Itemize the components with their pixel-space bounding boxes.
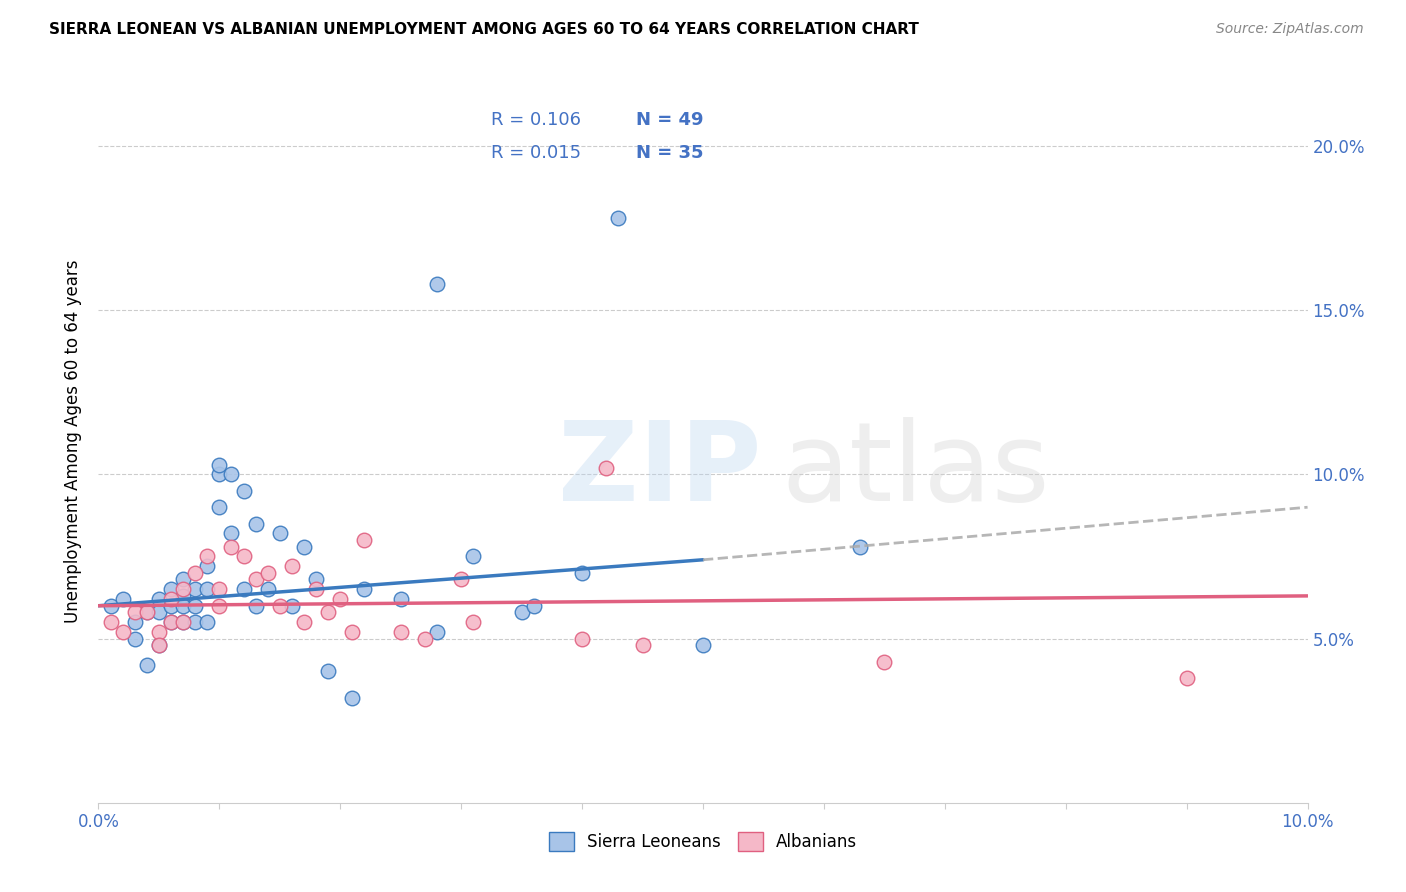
Point <box>849 540 872 554</box>
Text: R = 0.015: R = 0.015 <box>492 144 582 161</box>
Point <box>329 592 352 607</box>
Point <box>124 605 146 619</box>
Point <box>160 599 183 613</box>
Text: SIERRA LEONEAN VS ALBANIAN UNEMPLOYMENT AMONG AGES 60 TO 64 YEARS CORRELATION CH: SIERRA LEONEAN VS ALBANIAN UNEMPLOYMENT … <box>49 22 920 37</box>
Point <box>148 592 170 607</box>
Point <box>316 605 339 619</box>
Point <box>184 599 207 613</box>
Point <box>195 549 218 564</box>
Point <box>571 566 593 580</box>
Point <box>184 615 207 630</box>
Point <box>281 599 304 613</box>
Point <box>160 615 183 630</box>
Point <box>232 582 254 597</box>
Point <box>148 605 170 619</box>
Point <box>256 582 278 597</box>
Point <box>135 605 157 619</box>
Point <box>195 615 218 630</box>
Point <box>353 582 375 597</box>
Point <box>607 211 630 226</box>
Point <box>172 589 194 603</box>
Point <box>269 599 291 613</box>
Text: Source: ZipAtlas.com: Source: ZipAtlas.com <box>1216 22 1364 37</box>
Point <box>353 533 375 547</box>
Point <box>245 573 267 587</box>
Point <box>342 690 364 705</box>
Point <box>463 549 485 564</box>
Point <box>1175 671 1198 685</box>
Point <box>426 277 449 291</box>
Point <box>124 615 146 630</box>
Point <box>160 615 183 630</box>
Point <box>342 625 364 640</box>
Point <box>172 615 194 630</box>
Point <box>571 632 593 646</box>
Point <box>281 559 304 574</box>
Point <box>269 526 291 541</box>
Point <box>160 582 183 597</box>
Point <box>510 605 533 619</box>
Text: N = 49: N = 49 <box>637 111 704 128</box>
Point <box>208 467 231 482</box>
Point <box>426 625 449 640</box>
Point <box>148 638 170 652</box>
Point <box>256 566 278 580</box>
Text: R = 0.106: R = 0.106 <box>492 111 582 128</box>
Text: ZIP: ZIP <box>558 417 761 524</box>
Point <box>111 592 134 607</box>
Point <box>184 566 207 580</box>
Point <box>208 458 231 472</box>
Point <box>873 655 896 669</box>
Point <box>692 638 714 652</box>
Point <box>316 665 339 679</box>
Point <box>221 467 243 482</box>
Point <box>184 582 207 597</box>
Point <box>135 605 157 619</box>
Point <box>305 582 328 597</box>
Point <box>245 516 267 531</box>
Point <box>245 599 267 613</box>
Point <box>124 632 146 646</box>
Point <box>232 549 254 564</box>
Point <box>463 615 485 630</box>
Point <box>389 592 412 607</box>
Point <box>232 483 254 498</box>
Text: atlas: atlas <box>782 417 1050 524</box>
Point <box>160 592 183 607</box>
Point <box>172 582 194 597</box>
Legend: Sierra Leoneans, Albanians: Sierra Leoneans, Albanians <box>540 824 866 860</box>
Point <box>413 632 436 646</box>
Point <box>111 625 134 640</box>
Point <box>292 540 315 554</box>
Point <box>523 599 546 613</box>
Point <box>631 638 654 652</box>
Point <box>208 599 231 613</box>
Point <box>172 615 194 630</box>
Point <box>450 573 472 587</box>
Point <box>100 615 122 630</box>
Point <box>208 500 231 515</box>
Point <box>172 573 194 587</box>
Point <box>148 638 170 652</box>
Y-axis label: Unemployment Among Ages 60 to 64 years: Unemployment Among Ages 60 to 64 years <box>65 260 83 624</box>
Point <box>195 582 218 597</box>
Point <box>305 573 328 587</box>
Point <box>292 615 315 630</box>
Text: N = 35: N = 35 <box>637 144 704 161</box>
Point <box>135 657 157 672</box>
Point <box>208 582 231 597</box>
Point <box>148 625 170 640</box>
Point <box>221 526 243 541</box>
Point <box>195 559 218 574</box>
Point <box>172 599 194 613</box>
Point <box>389 625 412 640</box>
Point <box>100 599 122 613</box>
Point <box>595 460 617 475</box>
Point <box>221 540 243 554</box>
